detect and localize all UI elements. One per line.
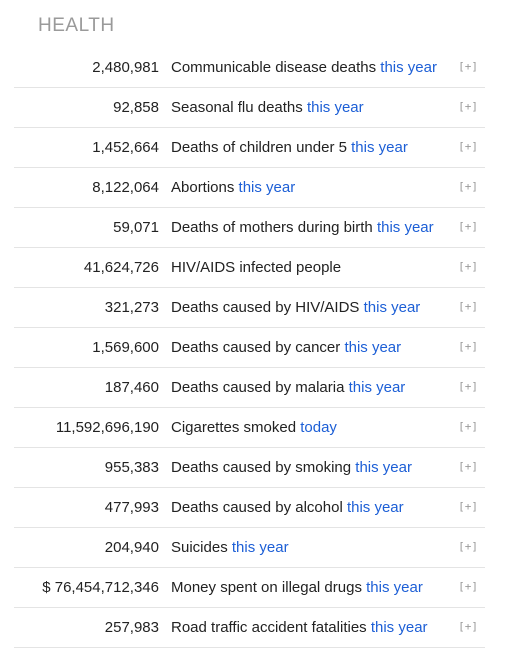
period-link[interactable]: this year bbox=[363, 299, 421, 316]
table-row: 8,122,064 Abortions this year [+] bbox=[14, 168, 485, 208]
stat-value: 41,624,726 bbox=[83, 259, 159, 276]
stat-label: Seasonal flu deaths this year bbox=[171, 99, 364, 116]
stat-label: Deaths of mothers during birth this year bbox=[171, 219, 434, 236]
stat-value: 92,858 bbox=[113, 99, 159, 116]
period-link[interactable]: this year bbox=[370, 619, 428, 636]
expand-toggle[interactable]: [+] bbox=[458, 180, 478, 193]
period-link[interactable]: this year bbox=[348, 379, 406, 396]
stat-value: 8,122,064 bbox=[92, 179, 159, 196]
table-row: 257,983 Road traffic accident fatalities… bbox=[14, 608, 485, 648]
stat-value: 1,569,600 bbox=[92, 339, 159, 356]
expand-toggle[interactable]: [+] bbox=[458, 540, 478, 553]
period-link[interactable]: this year bbox=[355, 459, 412, 476]
stat-value: 321,273 bbox=[104, 299, 159, 316]
stat-value: $ 76,454,712,346 bbox=[42, 579, 159, 596]
stat-label: Deaths caused by HIV/AIDS this year bbox=[171, 299, 421, 316]
table-row: 59,071 Deaths of mothers during birth th… bbox=[14, 208, 485, 248]
expand-toggle[interactable]: [+] bbox=[458, 380, 478, 393]
table-row: 11,592,696,190 Cigarettes smoked today [… bbox=[14, 408, 485, 448]
stat-label: Communicable disease deaths this year bbox=[171, 59, 437, 76]
table-row: 1,569,600 Deaths caused by cancer this y… bbox=[14, 328, 485, 368]
period-link[interactable]: this year bbox=[351, 139, 408, 156]
stat-label: Deaths of children under 5 this year bbox=[171, 139, 408, 156]
table-row: 955,383 Deaths caused by smoking this ye… bbox=[14, 448, 485, 488]
section-title: HEALTH bbox=[38, 15, 115, 36]
stat-label: Deaths caused by malaria this year bbox=[171, 379, 406, 396]
stat-value: 187,460 bbox=[104, 379, 159, 396]
stat-label: Suicides this year bbox=[171, 539, 289, 556]
expand-toggle[interactable]: [+] bbox=[458, 620, 478, 633]
stat-label: Road traffic accident fatalities this ye… bbox=[171, 619, 428, 636]
expand-toggle[interactable]: [+] bbox=[458, 140, 478, 153]
period-link[interactable]: this year bbox=[238, 179, 296, 196]
table-row: 1,452,664 Deaths of children under 5 thi… bbox=[14, 128, 485, 168]
period-link[interactable]: this year bbox=[376, 219, 434, 236]
table-row: 92,858 Seasonal flu deaths this year [+] bbox=[14, 88, 485, 128]
table-row: 477,993 Deaths caused by alcohol this ye… bbox=[14, 488, 485, 528]
expand-toggle[interactable]: [+] bbox=[458, 420, 478, 433]
period-link[interactable]: this year bbox=[344, 339, 402, 356]
stat-label: HIV/AIDS infected people bbox=[171, 259, 342, 276]
period-link[interactable]: this year bbox=[306, 99, 364, 116]
health-stats-table: 2,480,981 Communicable disease deaths th… bbox=[14, 48, 485, 648]
expand-toggle[interactable]: [+] bbox=[458, 220, 478, 233]
stat-label: Deaths caused by alcohol this year bbox=[171, 499, 404, 516]
table-row: $ 76,454,712,346 Money spent on illegal … bbox=[14, 568, 485, 608]
stat-value: 11,592,696,190 bbox=[55, 419, 159, 436]
table-row: 321,273 Deaths caused by HIV/AIDS this y… bbox=[14, 288, 485, 328]
expand-toggle[interactable]: [+] bbox=[458, 500, 478, 513]
stat-value: 257,983 bbox=[104, 619, 159, 636]
expand-toggle[interactable]: [+] bbox=[458, 340, 478, 353]
stat-value: 59,071 bbox=[113, 219, 159, 236]
expand-toggle[interactable]: [+] bbox=[458, 300, 478, 313]
period-link[interactable]: this year bbox=[231, 539, 289, 556]
stat-value: 477,993 bbox=[104, 499, 159, 516]
period-link[interactable]: this year bbox=[380, 59, 437, 76]
stat-value: 2,480,981 bbox=[92, 59, 159, 76]
stat-label: Money spent on illegal drugs this year bbox=[171, 579, 423, 596]
stat-value: 955,383 bbox=[104, 459, 159, 476]
stat-label: Deaths caused by cancer this year bbox=[171, 339, 402, 356]
expand-toggle[interactable]: [+] bbox=[458, 100, 478, 113]
expand-toggle[interactable]: [+] bbox=[458, 460, 478, 473]
expand-toggle[interactable]: [+] bbox=[458, 260, 478, 273]
table-row: 187,460 Deaths caused by malaria this ye… bbox=[14, 368, 485, 408]
expand-toggle[interactable]: [+] bbox=[458, 60, 478, 73]
period-link[interactable]: this year bbox=[346, 499, 404, 516]
period-link[interactable]: this year bbox=[366, 579, 423, 596]
expand-toggle[interactable]: [+] bbox=[458, 580, 478, 593]
stat-label: Abortions this year bbox=[171, 179, 296, 196]
table-row: 41,624,726 HIV/AIDS infected people [+] bbox=[14, 248, 485, 288]
stat-value: 1,452,664 bbox=[92, 139, 159, 156]
table-row: 204,940 Suicides this year [+] bbox=[14, 528, 485, 568]
stat-label: Cigarettes smoked today bbox=[171, 419, 337, 436]
period-link[interactable]: today bbox=[300, 419, 337, 436]
stat-label: Deaths caused by smoking this year bbox=[171, 459, 412, 476]
table-row: 2,480,981 Communicable disease deaths th… bbox=[14, 48, 485, 88]
stat-value: 204,940 bbox=[104, 539, 159, 556]
